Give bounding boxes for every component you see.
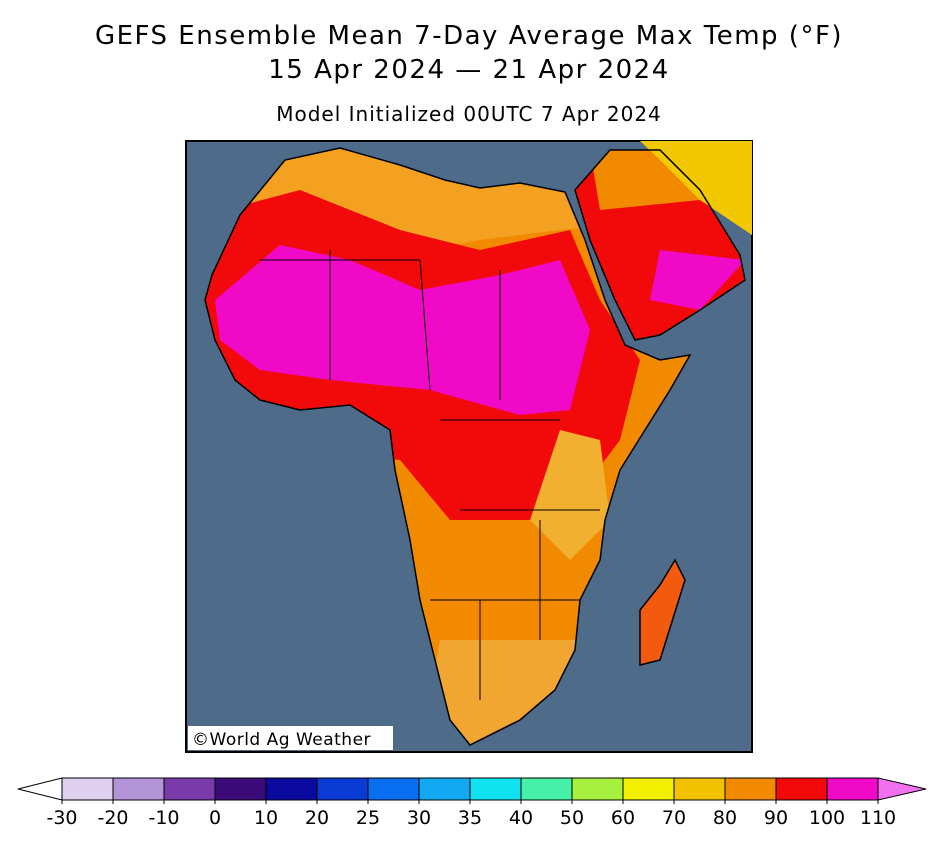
colorbar-label: 25 — [356, 807, 380, 829]
middle-east — [640, 141, 752, 235]
colorbar-label: 0 — [209, 807, 221, 829]
colorbar: -30 -20 -10 0 10 20 25 30 35 40 50 60 70 80 90 100 110 — [17, 777, 927, 829]
init-time: Model Initialized 00UTC 7 Apr 2024 — [276, 102, 662, 126]
colorbar-label: 30 — [407, 807, 431, 829]
coastline — [204, 147, 692, 746]
colorbar-label: 50 — [560, 807, 584, 829]
colorbar-label: 10 — [254, 807, 278, 829]
colorbar-box — [520, 777, 573, 801]
colorbar-box — [673, 777, 726, 801]
colorbar-label: -10 — [148, 807, 179, 829]
credit-box — [188, 726, 393, 750]
colorbar-box — [826, 777, 879, 801]
colorbar-label: 70 — [662, 807, 686, 829]
colorbar-label: 80 — [713, 807, 737, 829]
title: GEFS Ensemble Mean 7-Day Average Max Tem… — [95, 21, 843, 51]
borders — [260, 250, 600, 700]
colorbar-box — [724, 777, 777, 801]
colorbar-box — [112, 777, 165, 801]
colorbar-over — [877, 777, 927, 801]
arabia-coast — [574, 149, 746, 341]
subtitle: 15 Apr 2024 — 21 Apr 2024 — [268, 55, 670, 85]
colorbar-box — [61, 777, 114, 801]
colorbar-under — [17, 777, 63, 801]
colorbar-box — [367, 777, 420, 801]
colorbar-box — [469, 777, 522, 801]
colorbar-label: -30 — [46, 807, 77, 829]
colorbar-label: 110 — [860, 807, 896, 829]
credit: ©World Ag Weather — [192, 730, 371, 750]
colorbar-box — [622, 777, 675, 801]
colorbar-box — [775, 777, 828, 801]
colorbar-label: 40 — [509, 807, 533, 829]
colorbar-box — [418, 777, 471, 801]
colorbar-label: 60 — [611, 807, 635, 829]
colorbar-label: 100 — [809, 807, 845, 829]
colorbar-box — [316, 777, 369, 801]
colorbar-label: 90 — [764, 807, 788, 829]
colorbar-box — [214, 777, 267, 801]
colorbar-label: 20 — [305, 807, 329, 829]
colorbar-box — [265, 777, 318, 801]
colorbar-box — [163, 777, 216, 801]
map: ©World Ag Weather — [185, 140, 753, 753]
colorbar-label: -20 — [97, 807, 128, 829]
madagascar — [639, 558, 686, 666]
colorbar-box — [571, 777, 624, 801]
colorbar-label: 35 — [458, 807, 482, 829]
